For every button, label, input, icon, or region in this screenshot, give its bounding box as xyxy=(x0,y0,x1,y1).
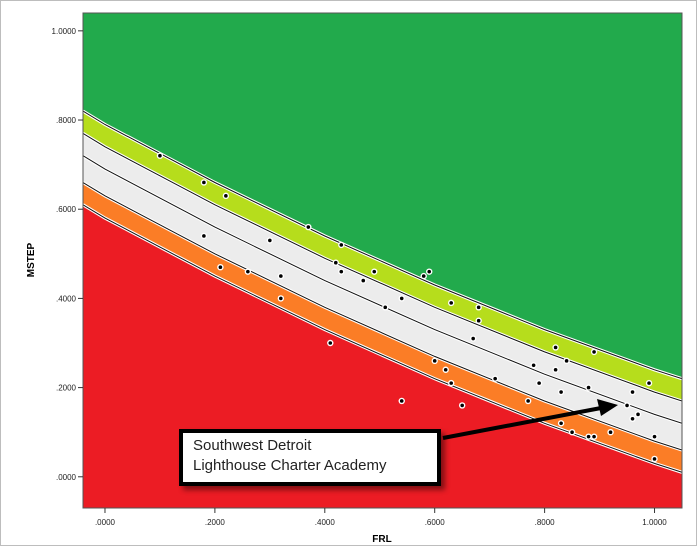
data-point xyxy=(427,269,432,274)
y-axis-title: MSTEP xyxy=(26,242,37,277)
band-boundary-lines xyxy=(83,109,682,474)
data-point xyxy=(339,243,344,247)
data-point xyxy=(202,234,206,238)
data-point xyxy=(202,180,206,185)
x-tick-label: .6000 xyxy=(425,518,446,527)
data-point xyxy=(443,367,448,372)
data-point xyxy=(158,153,162,158)
data-point xyxy=(246,269,250,274)
data-point xyxy=(449,381,453,385)
callout-arrow-shaft xyxy=(442,406,602,440)
data-point xyxy=(306,225,311,229)
data-point xyxy=(526,399,530,403)
data-point xyxy=(586,385,591,390)
data-point xyxy=(586,434,591,439)
data-point xyxy=(471,336,475,341)
data-point xyxy=(449,301,453,305)
data-point xyxy=(224,194,228,198)
boundary-line-orange-lower xyxy=(83,204,682,473)
x-tick-label: .4000 xyxy=(315,518,336,527)
data-point xyxy=(630,390,635,394)
data-point xyxy=(559,390,563,394)
data-point xyxy=(372,269,377,274)
data-point xyxy=(361,278,366,283)
data-point xyxy=(399,296,404,301)
y-tick-label: 1.0000 xyxy=(52,27,77,36)
x-tick-label: .2000 xyxy=(205,518,226,527)
callout-line-2: Lighthouse Charter Academy xyxy=(193,457,387,474)
data-point xyxy=(493,376,497,381)
y-axis: .0000 .2000 .4000 .6000 .8000 1.0000 xyxy=(52,27,83,482)
data-point xyxy=(279,274,283,278)
data-point xyxy=(630,417,635,421)
data-point xyxy=(553,367,558,372)
x-axis: .0000 .2000 .4000 .6000 .8000 1.0000 xyxy=(95,508,667,527)
x-tick-label: .8000 xyxy=(535,518,556,527)
plot-area xyxy=(83,13,682,508)
data-point xyxy=(383,305,388,310)
boundary-line-yellow-lower xyxy=(83,132,682,402)
plot-border xyxy=(82,12,683,509)
y-tick-label: .8000 xyxy=(56,116,77,125)
data-point xyxy=(647,381,651,385)
data-point xyxy=(592,434,596,439)
data-point xyxy=(537,381,541,385)
y-tick-label: .0000 xyxy=(56,473,77,482)
x-axis-title: FRL xyxy=(372,534,391,545)
x-tick-label: .0000 xyxy=(95,518,116,527)
callout-arrow xyxy=(442,399,618,440)
data-point xyxy=(432,359,437,363)
data-point xyxy=(328,341,333,345)
data-point xyxy=(564,359,569,363)
data-point xyxy=(652,457,657,461)
callout-line-1: Southwest Detroit xyxy=(193,437,312,454)
data-point xyxy=(476,305,481,310)
band-yellow-green xyxy=(83,111,682,401)
data-point xyxy=(421,274,426,278)
data-point xyxy=(652,434,657,439)
boundary-line-center-line xyxy=(83,155,682,424)
data-point xyxy=(636,412,640,417)
data-point xyxy=(608,430,613,434)
band-orange xyxy=(83,182,682,473)
data-point xyxy=(399,399,404,403)
callout-arrow-head xyxy=(597,399,618,416)
data-point xyxy=(570,430,574,434)
data-point xyxy=(531,363,536,368)
data-point xyxy=(625,403,629,408)
data-point xyxy=(339,269,344,274)
y-tick-label: .2000 xyxy=(56,384,77,393)
data-point xyxy=(592,350,596,354)
data-point xyxy=(559,421,563,426)
data-point xyxy=(218,265,223,269)
y-tick-label: .6000 xyxy=(56,205,77,214)
boundary-line-gray-lower xyxy=(83,182,682,451)
school-callout: Southwest Detroit Lighthouse Charter Aca… xyxy=(179,429,441,486)
data-point xyxy=(279,296,283,301)
data-point xyxy=(553,345,558,350)
data-point xyxy=(476,318,481,323)
boundary-line-green-upper xyxy=(83,110,682,380)
y-tick-label: .4000 xyxy=(56,294,77,303)
data-point xyxy=(333,260,338,265)
x-tick-label: 1.0000 xyxy=(642,518,667,527)
data-point xyxy=(268,238,272,243)
data-point xyxy=(460,403,464,408)
data-points xyxy=(156,152,658,463)
